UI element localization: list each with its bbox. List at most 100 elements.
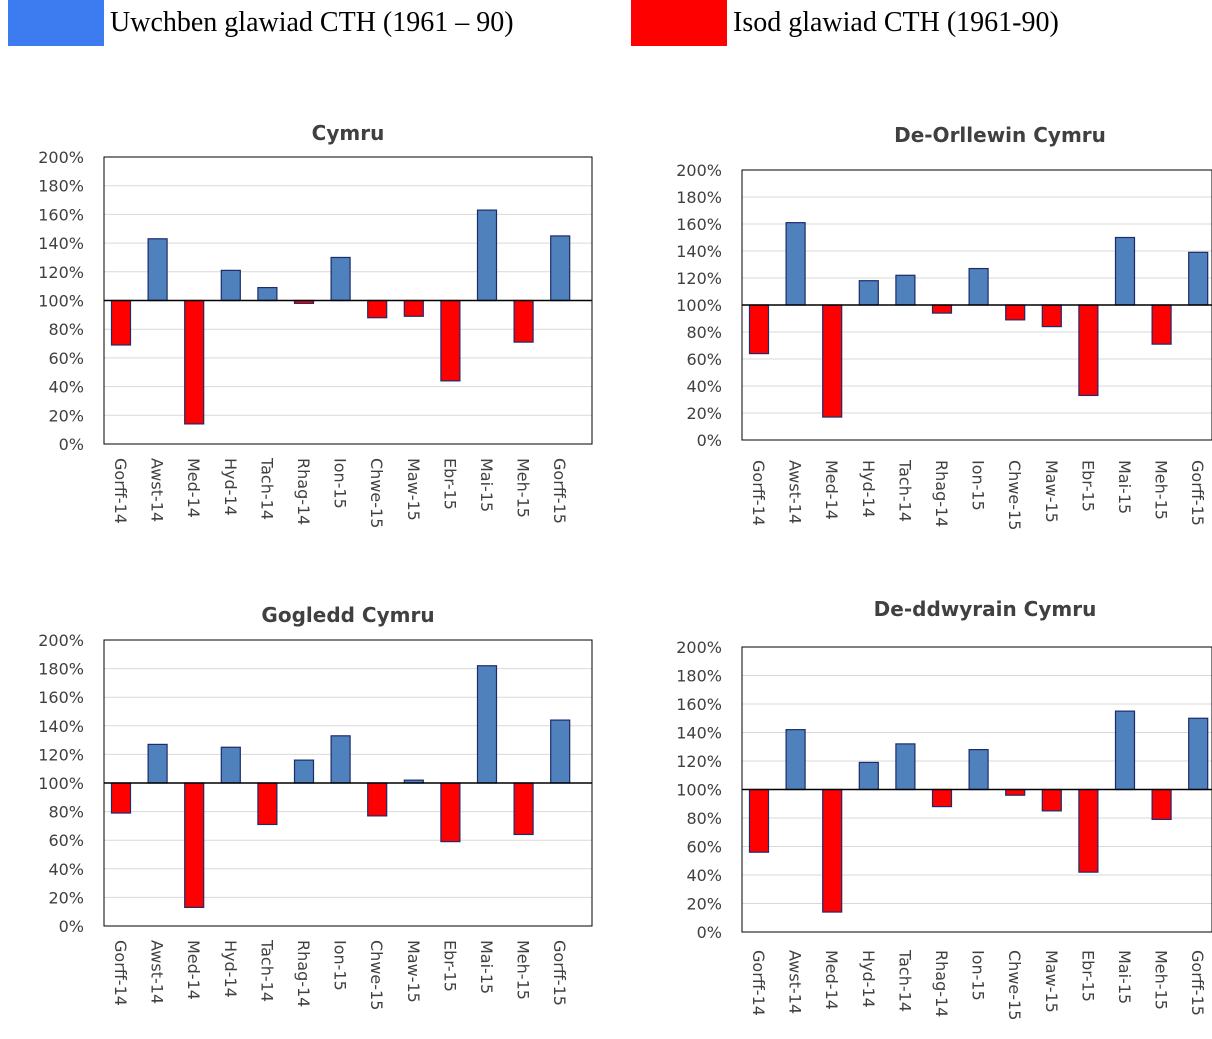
bar [330, 735, 351, 784]
chart-2: 0% 20% 40% 60% 80% 100% 120% 140% 160% 180% 200% De… [676, 123, 1212, 530]
x-tick-label: Awst-14 [148, 940, 167, 1004]
bar [147, 743, 168, 784]
legend-label-above: Uwchben glawiad CTH (1961 – 90) [110, 7, 514, 38]
x-tick-label: Mai-15 [477, 940, 496, 994]
bar [550, 719, 571, 784]
y-tick-label: 160% [38, 688, 84, 707]
x-tick-label: Rhag-14 [932, 950, 951, 1017]
x-tick-label: Ebr-15 [1078, 950, 1097, 1002]
y-tick-label: 0% [59, 917, 84, 936]
y-tick-label: 20% [48, 888, 84, 907]
chart-3: 0% 20% 40% 60% 80% 100% 120% 140% 160% 180% 200% Go… [38, 603, 593, 1010]
x-tick-label: Rhag-14 [294, 458, 313, 525]
bar [1005, 788, 1026, 796]
y-tick-label: 60% [686, 350, 722, 369]
y-tick-label: 40% [686, 866, 722, 885]
y-tick-label: 40% [686, 377, 722, 396]
bar [1114, 236, 1136, 306]
x-tick-label: Tach-14 [895, 459, 914, 522]
x-tick-label: Gorff-15 [550, 940, 569, 1006]
y-tick-label: 200% [676, 161, 722, 180]
y-tick-label: 180% [676, 667, 722, 686]
legend-above: Uwchben glawiad CTH (1961 – 90) [8, 0, 514, 46]
bar [1114, 710, 1136, 791]
y-tick-label: 120% [676, 752, 722, 771]
bar [220, 746, 241, 784]
x-tick-label: Ebr-15 [1078, 460, 1097, 512]
bar [403, 299, 424, 317]
bar [858, 761, 879, 791]
bar [895, 274, 916, 306]
y-tick-label: 160% [676, 215, 722, 234]
x-tick-label: Gorff-15 [1188, 460, 1207, 526]
x-tick-label: Mai-15 [477, 458, 496, 512]
x-tick-label: Ion-15 [969, 460, 988, 511]
y-tick-label: 80% [686, 323, 722, 342]
legend-label-below: Isod glawiad CTH (1961-90) [733, 7, 1059, 38]
x-tick-label: Maw-15 [404, 458, 423, 521]
y-tick-label: 20% [686, 895, 722, 914]
bar [147, 238, 168, 302]
bar [895, 743, 916, 791]
bar [1188, 717, 1209, 791]
x-tick-label: Ion-15 [331, 458, 350, 509]
bar [822, 788, 843, 913]
bar [476, 665, 498, 784]
x-tick-label: Med-14 [822, 460, 841, 520]
x-tick-label: Hyd-14 [859, 460, 878, 518]
bar [1005, 304, 1026, 321]
bar [748, 788, 770, 853]
bar [476, 209, 498, 302]
x-tick-label: Tach-14 [257, 457, 276, 520]
x-tick-label: Ebr-15 [440, 458, 459, 510]
x-tick-label: Gorff-14 [111, 940, 130, 1006]
y-tick-label: 200% [676, 638, 722, 657]
y-tick-label: 60% [686, 838, 722, 857]
x-tick-label: Chwe-15 [367, 940, 386, 1010]
bar [1151, 304, 1172, 345]
x-tick-label: Chwe-15 [367, 458, 386, 528]
chart-1: 0% 20% 40% 60% 80% 100% 120% 140% 160% 180% 200% Cy… [38, 121, 593, 528]
bar [1078, 788, 1099, 873]
x-tick-label: Gorff-15 [1188, 950, 1207, 1016]
x-tick-label: Chwe-15 [1005, 950, 1024, 1020]
bar [184, 299, 205, 425]
x-tick-label: Awst-14 [148, 458, 167, 522]
y-tick-label: 200% [38, 631, 84, 650]
y-tick-label: 120% [38, 263, 84, 282]
y-tick-label: 0% [697, 431, 722, 450]
y-tick-label: 80% [48, 803, 84, 822]
bar [257, 782, 278, 826]
bar [513, 299, 534, 343]
x-tick-label: Meh-15 [514, 940, 533, 1000]
x-tick-label: Hyd-14 [221, 940, 240, 998]
x-tick-label: Ebr-15 [440, 940, 459, 992]
y-tick-label: 180% [676, 188, 722, 207]
bar [822, 304, 843, 418]
x-tick-label: Hyd-14 [859, 950, 878, 1008]
x-tick-label: Med-14 [184, 458, 203, 518]
bar [1041, 788, 1062, 812]
bar [968, 748, 989, 791]
legend-below: Isod glawiad CTH (1961-90) [631, 0, 1059, 46]
x-tick-label: Ion-15 [331, 940, 350, 991]
y-tick-label: 180% [38, 660, 84, 679]
x-tick-label: Meh-15 [1152, 950, 1171, 1010]
x-tick-label: Gorff-14 [749, 950, 768, 1016]
bar [440, 299, 461, 382]
y-tick-label: 20% [48, 406, 84, 425]
bar [1151, 788, 1172, 821]
y-tick-label: 80% [686, 809, 722, 828]
y-tick-label: 140% [38, 234, 84, 253]
y-tick-label: 100% [38, 292, 84, 311]
x-tick-label: Tach-14 [257, 939, 276, 1002]
x-tick-label: Maw-15 [1042, 950, 1061, 1013]
bar [1188, 251, 1209, 306]
x-tick-label: Rhag-14 [294, 940, 313, 1007]
y-tick-label: 140% [38, 717, 84, 736]
bar [257, 286, 278, 302]
x-tick-label: Gorff-15 [550, 458, 569, 524]
y-tick-label: 160% [676, 695, 722, 714]
x-tick-label: Meh-15 [514, 458, 533, 518]
